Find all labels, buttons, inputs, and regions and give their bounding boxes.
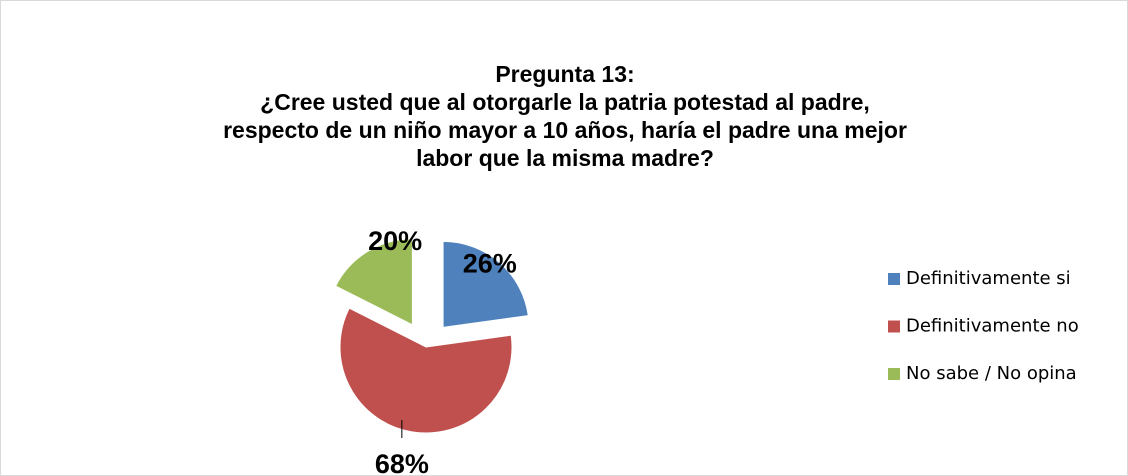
pie-slice	[339, 307, 513, 434]
data-label: 20%	[368, 226, 422, 256]
data-label: 68%	[375, 449, 429, 476]
legend-swatch	[888, 320, 900, 333]
data-label: 26%	[463, 248, 517, 278]
pie-slice	[334, 238, 413, 326]
legend-label: No sabe / No opina	[906, 363, 1077, 384]
legend-swatch	[888, 368, 900, 380]
chart-title: ¿Cree usted que al otorgarle la patria p…	[260, 89, 870, 115]
pie-slice	[442, 240, 529, 328]
chart-title: labor que la misma madre?	[416, 145, 714, 171]
legend-label: Definitivamente si	[906, 268, 1071, 289]
chart-title: respecto de un niño mayor a 10 años, har…	[223, 117, 907, 143]
legend-label: Definitivamente no	[906, 316, 1079, 337]
chart-title: Pregunta 13:	[495, 61, 634, 87]
legend-swatch	[888, 273, 900, 285]
